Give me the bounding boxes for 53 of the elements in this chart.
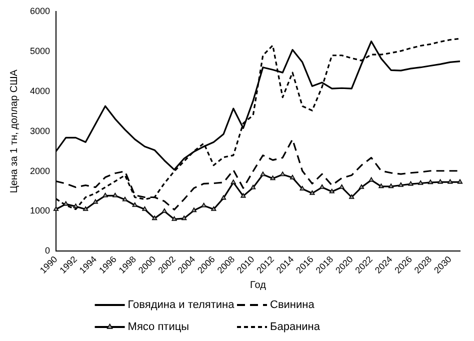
- point: [398, 182, 404, 187]
- point: [201, 202, 206, 208]
- y-tick-label: 3000: [30, 126, 50, 136]
- point: [270, 176, 276, 180]
- x-axis-title: Год: [250, 280, 266, 291]
- y-tick-label: 6000: [30, 6, 50, 16]
- point: [211, 206, 216, 211]
- y-axis-title: Цена за 1 тн, доллар США: [8, 69, 20, 194]
- point: [191, 208, 197, 212]
- point: [358, 184, 364, 189]
- y-tick-label: 1000: [30, 206, 50, 216]
- y-tick-label: 5000: [30, 46, 50, 56]
- point: [92, 199, 98, 204]
- point: [250, 184, 256, 190]
- point: [368, 177, 374, 182]
- legend-label: Мясо птицы: [128, 321, 190, 334]
- legend-label: Свинина: [270, 299, 316, 312]
- point: [339, 184, 344, 189]
- point: [349, 194, 354, 199]
- point: [319, 184, 325, 189]
- point: [152, 216, 158, 220]
- point: [408, 181, 414, 186]
- legend-label: Говядина и телятина: [128, 299, 236, 312]
- point: [457, 179, 463, 184]
- point: [182, 216, 187, 220]
- point: [122, 196, 128, 202]
- y-tick-label: 2000: [30, 166, 50, 176]
- point: [418, 180, 424, 185]
- point: [240, 193, 246, 198]
- point: [172, 216, 177, 221]
- point: [290, 174, 296, 180]
- point: [310, 190, 315, 195]
- point: [378, 184, 384, 188]
- point: [73, 204, 78, 208]
- point: [230, 180, 236, 184]
- point: [300, 186, 305, 191]
- point: [329, 188, 334, 194]
- point: [280, 172, 286, 176]
- point: [428, 180, 434, 184]
- point: [438, 179, 443, 184]
- y-tick-label: 4000: [30, 86, 50, 96]
- point: [260, 172, 266, 176]
- point: [132, 202, 138, 207]
- point: [220, 195, 226, 200]
- point: [388, 184, 394, 188]
- point: [112, 192, 118, 198]
- point: [142, 206, 148, 211]
- point: [83, 206, 88, 211]
- point: [102, 192, 108, 198]
- y-tick-label: 0: [45, 246, 50, 256]
- point: [448, 179, 453, 184]
- point: [162, 208, 167, 213]
- legend-label: Баранина: [270, 321, 321, 334]
